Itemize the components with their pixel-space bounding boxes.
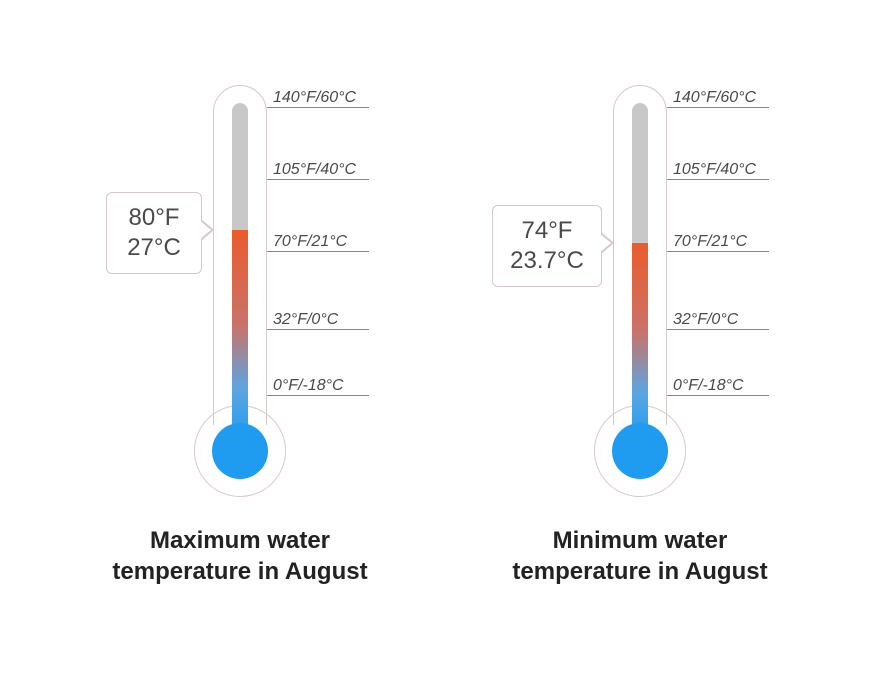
thermometer-min: 74°F 23.7°C 140°F/60°C 105°F/40°C 70°F/21°… xyxy=(510,85,770,587)
caption-line2: temperature in August xyxy=(512,558,767,585)
scale-tick-label: 105°F/40°C xyxy=(273,161,356,179)
thermometer-graphic: 74°F 23.7°C 140°F/60°C 105°F/40°C 70°F/21°… xyxy=(510,85,770,505)
scale-tick-label: 70°F/21°C xyxy=(273,233,347,251)
scale-tick-label: 0°F/-18°C xyxy=(273,377,344,395)
scale-tick xyxy=(267,395,369,396)
bulb-fill xyxy=(612,423,668,479)
scale-tick xyxy=(667,107,769,108)
scale-tick-label: 32°F/0°C xyxy=(273,311,338,329)
scale-tick-label: 0°F/-18°C xyxy=(673,377,744,395)
scale-tick-label: 140°F/60°C xyxy=(273,89,356,107)
caption: Maximum water temperature in August xyxy=(112,525,367,587)
callout-pointer xyxy=(199,220,211,240)
value-fahrenheit: 80°F xyxy=(121,203,187,233)
callout-pointer xyxy=(599,233,611,253)
scale-tick xyxy=(267,107,369,108)
scale-tick-label: 70°F/21°C xyxy=(673,233,747,251)
scale-tick xyxy=(267,329,369,330)
bulb-fill xyxy=(212,423,268,479)
scale-tick xyxy=(267,179,369,180)
caption: Minimum water temperature in August xyxy=(512,525,767,587)
tube-fill xyxy=(632,243,648,443)
scale-tick xyxy=(667,179,769,180)
thermometer-graphic: 80°F 27°C 140°F/60°C 105°F/40°C 70°F/21°C 3… xyxy=(110,85,370,505)
value-celsius: 23.7°C xyxy=(507,246,587,276)
scale-tick-label: 32°F/0°C xyxy=(673,311,738,329)
value-callout: 74°F 23.7°C xyxy=(492,205,602,287)
caption-line1: Maximum water xyxy=(150,527,330,554)
scale-tick xyxy=(667,251,769,252)
thermometer-pair: 80°F 27°C 140°F/60°C 105°F/40°C 70°F/21°C 3… xyxy=(0,0,880,587)
scale-tick-label: 140°F/60°C xyxy=(673,89,756,107)
value-celsius: 27°C xyxy=(121,233,187,263)
value-fahrenheit: 74°F xyxy=(507,216,587,246)
tube-fill xyxy=(232,230,248,443)
caption-line1: Minimum water xyxy=(553,527,728,554)
caption-line2: temperature in August xyxy=(112,558,367,585)
scale-tick-label: 105°F/40°C xyxy=(673,161,756,179)
thermometer-max: 80°F 27°C 140°F/60°C 105°F/40°C 70°F/21°C 3… xyxy=(110,85,370,587)
scale-tick xyxy=(267,251,369,252)
scale-tick xyxy=(667,395,769,396)
value-callout: 80°F 27°C xyxy=(106,192,202,274)
scale-tick xyxy=(667,329,769,330)
